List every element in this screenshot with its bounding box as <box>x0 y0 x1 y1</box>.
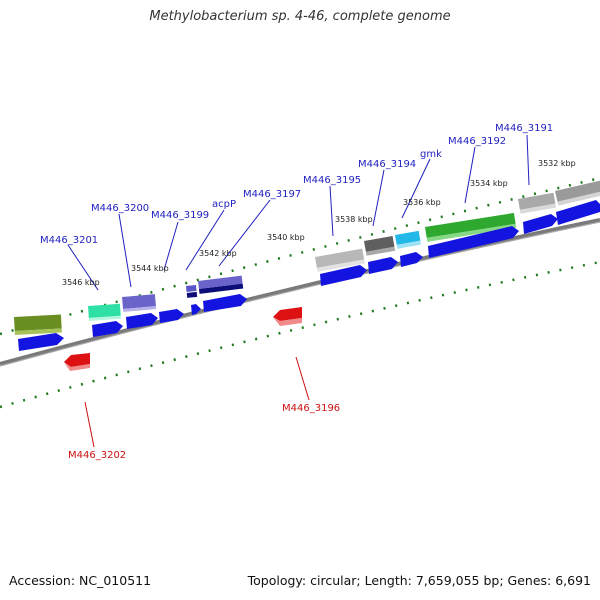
ruler-label-3542: 3542 kbp <box>199 249 237 258</box>
gene-label-m446-3196: M446_3196 <box>282 403 340 414</box>
reverse-cds-arrows <box>64 307 302 371</box>
ruler-labels: 3532 kbp 3534 kbp 3536 kbp 3538 kbp 3540… <box>62 159 576 287</box>
genome-backbone <box>0 218 600 367</box>
ruler-label-3534: 3534 kbp <box>470 179 508 188</box>
gene-label-m446-3191: M446_3191 <box>495 123 553 134</box>
gene-label-m446-3194: M446_3194 <box>358 159 416 170</box>
gene-label-gmk: gmk <box>420 149 442 160</box>
ruler-label-3538: 3538 kbp <box>335 215 373 224</box>
accession-text: Accession: NC_010511 <box>9 573 152 588</box>
gene-label-m446-3192: M446_3192 <box>448 136 506 147</box>
ruler-label-3544: 3544 kbp <box>131 264 169 273</box>
gene-label-m446-3202: M446_3202 <box>68 450 126 461</box>
ruler-label-3540: 3540 kbp <box>267 233 305 242</box>
gene-label-m446-3197: M446_3197 <box>243 189 301 200</box>
gene-label-m446-3195: M446_3195 <box>303 175 361 186</box>
genome-summary-text: Topology: circular; Length: 7,659,055 bp… <box>247 573 591 588</box>
leader-lines <box>67 134 530 448</box>
ruler-label-3536: 3536 kbp <box>403 198 441 207</box>
map-title: Methylobacterium sp. 4-46, complete geno… <box>149 9 451 24</box>
feature-blocks <box>13 180 600 335</box>
gene-label-m446-3199: M446_3199 <box>151 210 209 221</box>
gene-label-acpp: acpP <box>212 199 236 210</box>
ruler-label-3532: 3532 kbp <box>538 159 576 168</box>
ruler-label-3546: 3546 kbp <box>62 278 100 287</box>
gene-labels: M446_3191 M446_3192 gmk M446_3194 M446_3… <box>40 123 553 461</box>
forward-cds-arrows <box>18 200 600 351</box>
gene-label-m446-3201: M446_3201 <box>40 235 98 246</box>
gene-label-m446-3200: M446_3200 <box>91 203 149 214</box>
